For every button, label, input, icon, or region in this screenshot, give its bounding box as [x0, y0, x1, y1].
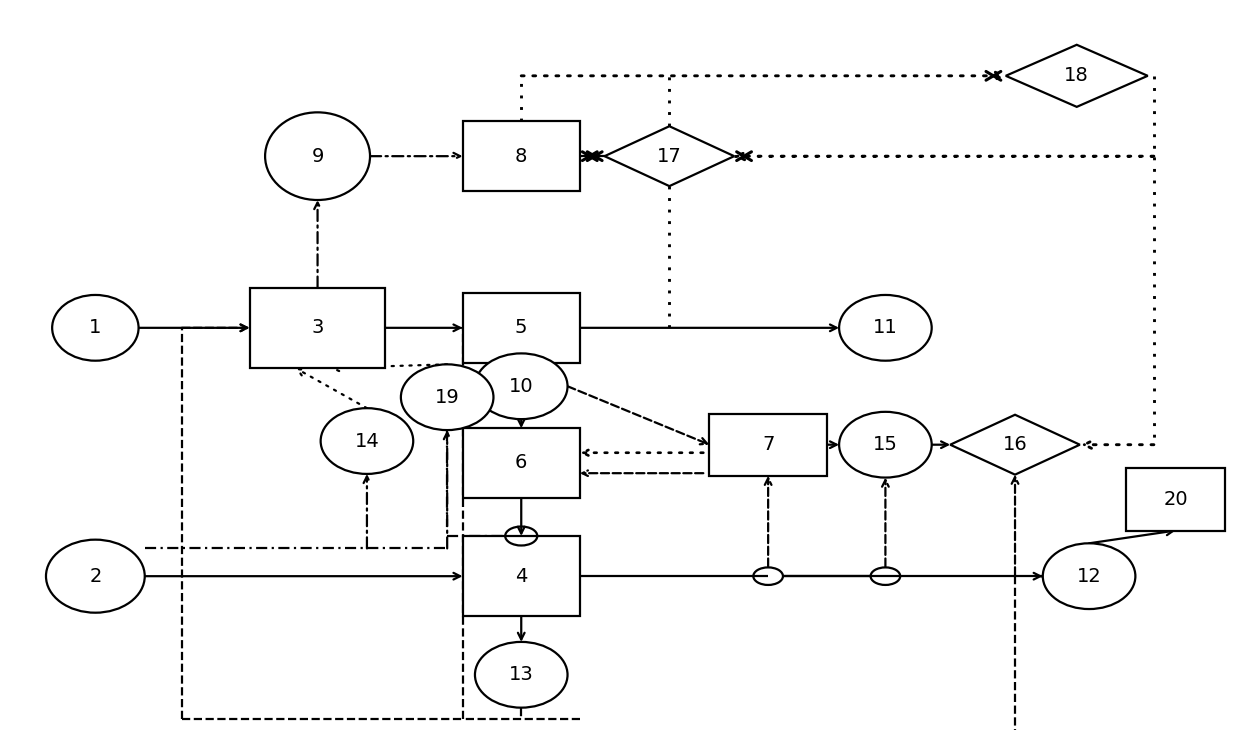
- Ellipse shape: [46, 539, 145, 612]
- Polygon shape: [605, 126, 734, 186]
- Text: 19: 19: [435, 388, 460, 407]
- Text: 2: 2: [89, 567, 102, 586]
- Bar: [463, 536, 580, 616]
- Text: 1: 1: [89, 319, 102, 337]
- Bar: [463, 121, 580, 191]
- Text: 7: 7: [761, 435, 774, 454]
- Text: 10: 10: [508, 377, 533, 396]
- Text: 13: 13: [508, 665, 533, 684]
- Ellipse shape: [839, 295, 931, 361]
- Bar: [249, 288, 386, 368]
- Text: 12: 12: [1076, 567, 1101, 586]
- Ellipse shape: [475, 642, 568, 707]
- Text: 3: 3: [311, 319, 324, 337]
- Text: 11: 11: [873, 319, 898, 337]
- Text: 18: 18: [1064, 66, 1089, 85]
- Ellipse shape: [839, 412, 931, 478]
- Text: 17: 17: [657, 146, 682, 166]
- Text: 4: 4: [515, 567, 527, 586]
- Text: 5: 5: [515, 319, 527, 337]
- Text: 6: 6: [515, 453, 527, 473]
- Bar: [709, 414, 827, 475]
- Ellipse shape: [401, 364, 494, 430]
- Text: 15: 15: [873, 435, 898, 454]
- Ellipse shape: [475, 353, 568, 419]
- Text: 14: 14: [355, 431, 379, 450]
- Text: 20: 20: [1163, 490, 1188, 509]
- Text: 9: 9: [311, 146, 324, 166]
- Ellipse shape: [1043, 543, 1136, 609]
- Bar: [463, 293, 580, 363]
- Ellipse shape: [265, 113, 370, 200]
- Text: 8: 8: [515, 146, 527, 166]
- Ellipse shape: [321, 408, 413, 474]
- Bar: [1126, 468, 1225, 531]
- Polygon shape: [1006, 45, 1148, 107]
- Ellipse shape: [52, 295, 139, 361]
- Bar: [463, 428, 580, 498]
- Polygon shape: [950, 415, 1080, 475]
- Text: 16: 16: [1003, 435, 1028, 454]
